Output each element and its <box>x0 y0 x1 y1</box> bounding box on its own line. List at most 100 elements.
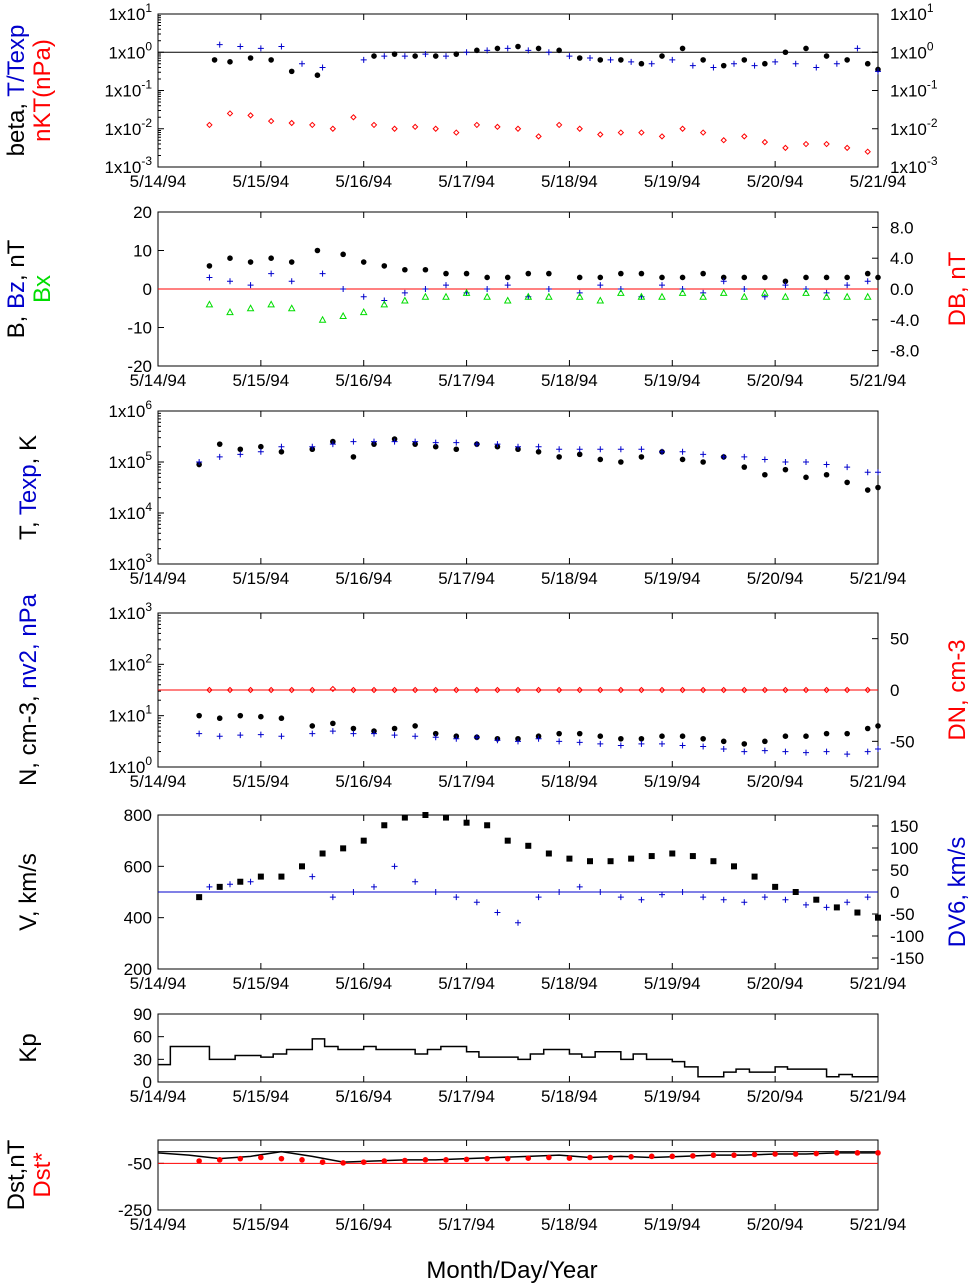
panel-5-ylabel: Kp <box>15 1033 42 1062</box>
panel-1-point-1-14 <box>504 282 511 289</box>
panel-3-point-0-2 <box>237 712 244 719</box>
panel-0-rlabel-1-base: 1x10 <box>890 120 927 139</box>
panel-1-point-2-4 <box>287 304 296 312</box>
panel-0-rlabel-0: 1x10-3 <box>890 154 938 177</box>
panel-6-point-1-4 <box>278 1155 285 1162</box>
panel-4-point-1-7 <box>391 863 398 870</box>
panel-3-ylabel-3: 1x103 <box>108 600 152 623</box>
panel-4-point-1-3 <box>309 873 316 880</box>
panel-1-point-2-22 <box>678 288 687 296</box>
panel-4-point-0-22 <box>648 853 655 860</box>
panel-0-point-1-31 <box>875 68 881 75</box>
panel-0-ylabel-part-0: beta, <box>3 97 30 157</box>
panel-6-point-1-11 <box>422 1157 429 1163</box>
panel-0-point-2-7 <box>350 114 357 121</box>
panel-0-point-2-13 <box>473 121 481 129</box>
panel-3-point-2-1 <box>226 686 234 694</box>
panel-3-point-1-0 <box>196 730 203 737</box>
panel-4-point-1-26 <box>782 896 789 903</box>
panel-1-point-1-16 <box>545 286 552 292</box>
panel-6-point-1-19 <box>587 1154 593 1161</box>
panel-2-ylabel-3: 1x106 <box>108 398 152 421</box>
panel-5-frame <box>157 1013 879 1083</box>
panel-0-ylabel-3: 1x100 <box>108 39 152 62</box>
panel-4-point-1-30 <box>864 894 871 901</box>
panel-2-ylabel-part-2: , K <box>15 435 42 464</box>
panel-2-point-1-24 <box>700 451 707 458</box>
panel-3-point-1-9 <box>391 732 398 739</box>
panel-0-xlabel-4: 5/18/94 <box>541 172 598 191</box>
panel-2-point-0-24 <box>700 459 706 465</box>
panel-0-point-1-19 <box>628 58 635 65</box>
panel-3-point-2-15 <box>514 686 522 694</box>
panel-2-point-0-4 <box>278 449 285 455</box>
panel-5-xlabel-6: 5/20/94 <box>747 1087 804 1106</box>
panel-1-ylabel-part-2: , nT <box>3 239 30 281</box>
panel-0-point-2-5 <box>309 121 316 129</box>
panel-0-ylabel: beta, T/Texp <box>3 25 30 157</box>
panel-4-point-0-13 <box>463 819 470 826</box>
panel-1-rlabel-3: 4.0 <box>890 249 914 268</box>
panel-1-ylabel-part-1: Bz <box>3 281 30 309</box>
panel-3-point-2-3 <box>267 686 275 694</box>
panel-1-point-1-4 <box>288 278 295 285</box>
panel-3-point-2-14 <box>494 686 501 694</box>
panel-3-point-0-31 <box>844 730 850 737</box>
panel-6-point-1-33 <box>875 1150 881 1156</box>
panel-0-point-0-0 <box>211 57 218 63</box>
panel-1-point-2-9 <box>401 296 409 304</box>
panel-1-point-1-0 <box>206 274 213 281</box>
panel-0-rlabel-2-base: 1x10 <box>890 82 927 101</box>
panel-3-xlabel-4: 5/18/94 <box>541 772 598 791</box>
panel-1-point-2-28 <box>802 288 810 296</box>
panel-2-point-1-20 <box>617 446 624 453</box>
panel-0-point-2-26 <box>741 133 748 140</box>
panel-3-point-1-19 <box>597 740 604 747</box>
panel-0-point-2-18 <box>576 125 583 132</box>
panel-5-xlabel-7: 5/21/94 <box>850 1087 907 1106</box>
panel-3-point-2-19 <box>597 686 604 694</box>
panel-3-ylabel-part-1: nv2, nPa <box>15 593 42 688</box>
panel-1-point-1-30 <box>844 282 851 289</box>
panel-1-point-1-25 <box>741 286 748 292</box>
panel-2-ylabel-0-exp: 3 <box>145 551 152 565</box>
panel-6-xlabel-7: 5/21/94 <box>850 1215 907 1234</box>
panel-3-point-2-5 <box>309 686 316 694</box>
panel-3-xlabel-5: 5/19/94 <box>644 772 701 791</box>
panel-2-point-0-17 <box>556 454 562 460</box>
panel-3-ylabel-1-base: 1x10 <box>108 707 145 726</box>
panel-3-point-0-1 <box>216 715 223 722</box>
panel-2-point-0-32 <box>864 487 871 493</box>
panel-0-point-2-8 <box>370 121 378 129</box>
panel-0-frame <box>157 13 879 168</box>
panel-4-point-1-0 <box>206 883 213 890</box>
panel-3-point-1-2 <box>237 732 244 739</box>
panel-1-xlabel-5: 5/19/94 <box>644 371 701 390</box>
panel-1-point-0-15 <box>525 270 532 277</box>
panel-1-point-2-11 <box>442 292 450 300</box>
panel-2-ylabel-3-base: 1x10 <box>108 402 145 421</box>
panel-2-xlabel-0: 5/14/94 <box>130 569 187 588</box>
panel-0-point-1-25 <box>751 62 758 69</box>
panel-3-point-0-0 <box>196 712 202 719</box>
panel-6-point-1-14 <box>484 1155 490 1162</box>
panel-4-point-0-6 <box>319 850 326 857</box>
panel-3-point-0-10 <box>412 723 418 729</box>
panel-0-point-0-13 <box>515 43 521 50</box>
panel-0-point-2-22 <box>658 133 666 140</box>
panel-0-point-1-30 <box>854 45 861 52</box>
panel-4-xlabel-2: 5/16/94 <box>335 974 392 993</box>
panel-3-ylabel-1-exp: 1 <box>145 703 152 717</box>
panel-3-point-0-33 <box>875 723 881 729</box>
panel-0-point-2-20 <box>617 129 625 136</box>
panel-2-point-0-11 <box>432 443 439 450</box>
panel-2-point-1-4 <box>278 443 285 450</box>
panel-1-point-0-32 <box>875 274 881 281</box>
panel-2-point-1-23 <box>679 448 686 455</box>
panel-3-point-1-15 <box>515 738 521 745</box>
panel-6-point-1-17 <box>546 1154 552 1161</box>
panel-0-point-0-2 <box>247 55 254 61</box>
panel-3-point-2-10 <box>411 686 419 694</box>
panel-3-point-2-11 <box>432 686 439 694</box>
panel-1-point-0-9 <box>402 266 408 273</box>
